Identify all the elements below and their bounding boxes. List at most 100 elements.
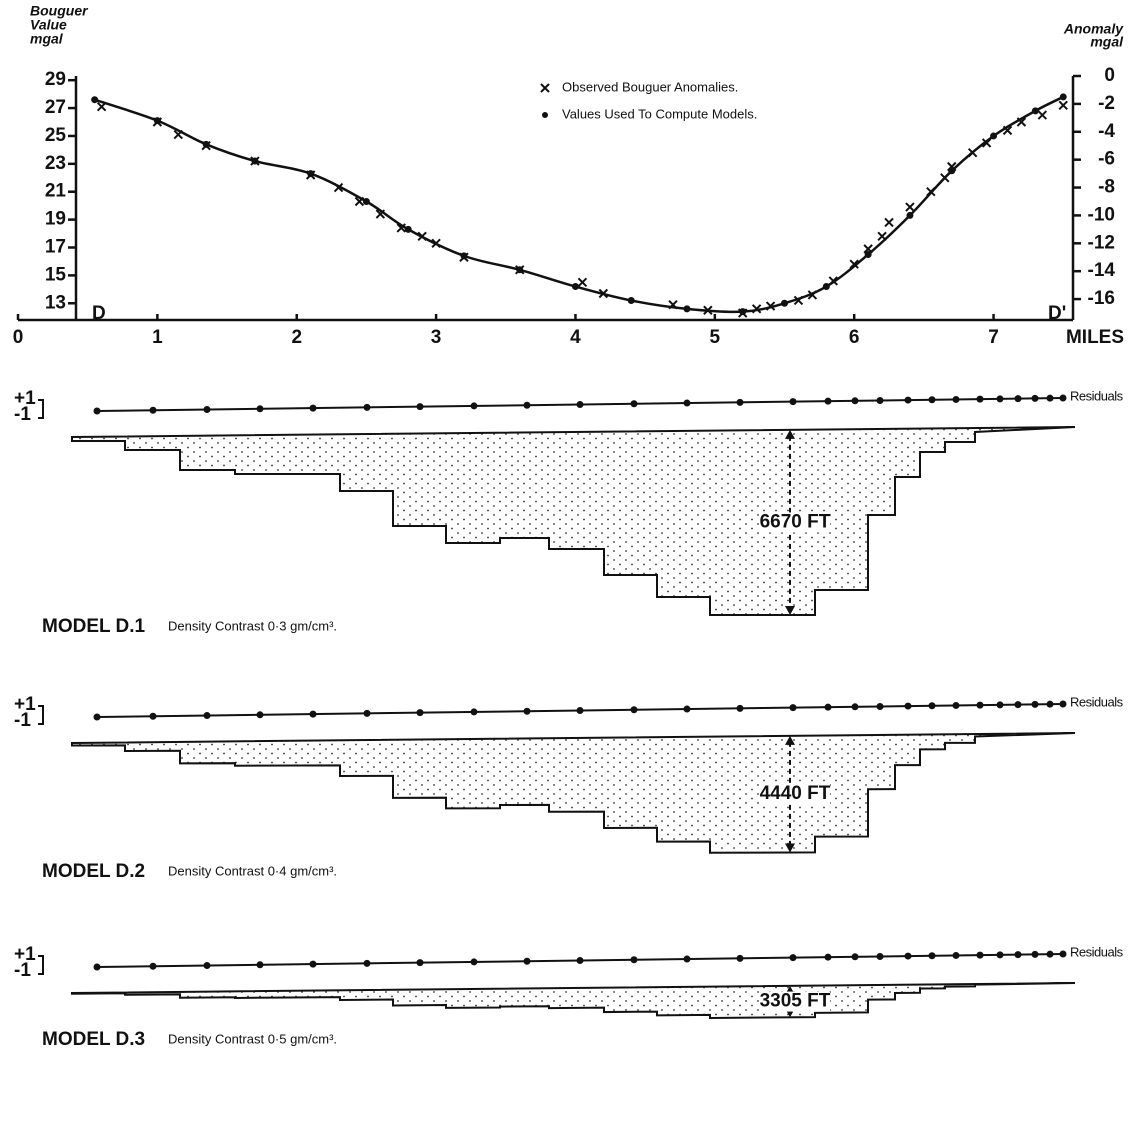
legend-label: Observed Bouguer Anomalies. [562, 79, 738, 94]
residual-point [93, 713, 101, 721]
model-point [362, 197, 370, 205]
y2-tick-label: -16 [1088, 288, 1115, 309]
x-tick-label: 3 [431, 327, 442, 348]
residual-point [1059, 700, 1067, 708]
model-title: MODEL D.1 [42, 616, 146, 637]
profile-end: D' [1048, 303, 1066, 324]
residual-point [256, 961, 264, 969]
residual-point [363, 709, 371, 717]
y-tick-label: 13 [45, 292, 66, 313]
y-tick-label: 21 [45, 181, 67, 202]
model-point [948, 167, 956, 175]
residual-point [876, 952, 884, 960]
observed-point [1058, 100, 1068, 110]
depth-label: 4440 FT [760, 783, 831, 804]
residual-point [996, 701, 1004, 709]
residual-point [928, 702, 936, 710]
legend-marker [540, 83, 550, 93]
observed-point [577, 277, 588, 288]
model-title: MODEL D.2 [42, 861, 145, 882]
model-point [822, 283, 830, 291]
model-title: MODEL D.3 [42, 1029, 145, 1050]
y2-tick-label: -2 [1098, 93, 1115, 114]
model-point [990, 132, 998, 140]
residual-point [904, 952, 912, 960]
residual-point [203, 406, 211, 414]
residual-point [683, 705, 691, 713]
residual-tick: +1 [14, 694, 36, 715]
residual-point [523, 957, 531, 965]
residual-point [928, 396, 936, 404]
residual-point [1046, 394, 1054, 402]
residual-point [976, 395, 984, 403]
y2-axis-label: mgal [1090, 34, 1124, 50]
residual-point [630, 400, 638, 408]
residuals-label: Residuals [1070, 694, 1124, 709]
model-point [1031, 107, 1039, 115]
residual-point [149, 406, 157, 414]
y2-tick-label: -12 [1088, 232, 1115, 253]
depth-label-bg [762, 784, 830, 805]
y-tick-label: 23 [45, 153, 66, 174]
residual-tick: +1 [14, 388, 36, 409]
residual-point [576, 707, 584, 714]
residual-tick: -1 [14, 404, 31, 425]
y-tick-label: 17 [45, 237, 66, 258]
x-tick-label: 7 [988, 327, 999, 348]
residual-point [736, 704, 744, 712]
model-point [864, 250, 872, 258]
residual-point [736, 954, 744, 962]
model-point [153, 117, 161, 125]
x-tick-label: 4 [570, 327, 581, 348]
residual-tick: +1 [14, 944, 36, 965]
model-body [71, 982, 1076, 1019]
residual-point [789, 954, 797, 962]
model-point [627, 296, 635, 304]
residual-point [576, 401, 584, 408]
residual-point [1031, 700, 1039, 708]
observed-point [905, 202, 915, 212]
depth-label-bg [762, 512, 830, 533]
y2-tick-label: -8 [1098, 177, 1115, 198]
model-point [1059, 93, 1067, 101]
residual-bracket [38, 955, 44, 975]
x-axis-label: MILES [1066, 327, 1124, 348]
residual-point [523, 401, 531, 409]
model-point [683, 305, 691, 313]
residual-point [736, 398, 744, 406]
y-axis-label: mgal [30, 31, 64, 47]
model-point [906, 211, 914, 219]
residual-point [952, 951, 960, 959]
legend-marker [542, 112, 548, 118]
residual-point [928, 952, 936, 960]
residual-point [309, 404, 317, 412]
model-point [460, 252, 468, 260]
model-panel: Residuals +1-1 4440 FT MODEL D.2 Density Con… [14, 694, 1124, 882]
model-point [516, 266, 524, 274]
model-point [307, 170, 315, 178]
model-body [71, 732, 1076, 854]
residual-point [976, 701, 984, 709]
residual-point [1014, 951, 1022, 959]
y2-tick-label: -6 [1098, 149, 1115, 170]
residual-point [309, 710, 317, 718]
residual-bracket [38, 705, 44, 725]
y2-tick-label: -4 [1098, 121, 1115, 142]
residual-point [630, 706, 638, 714]
y-tick-label: 27 [45, 97, 66, 118]
y-axis-label: Bouguer [30, 3, 89, 19]
y-axis-label: Value [30, 17, 67, 33]
residual-point [876, 702, 884, 710]
depth-label-bg [762, 991, 830, 1012]
y2-tick-label: 0 [1104, 65, 1115, 86]
y-tick-label: 25 [45, 125, 67, 146]
residual-point [416, 959, 424, 967]
residual-point [630, 956, 638, 964]
residual-point [824, 703, 832, 711]
x-tick-label: 2 [291, 327, 302, 348]
model-panel: Residuals +1-1 6670 FT MODEL D.1 Density Con… [14, 388, 1124, 637]
residual-point [952, 701, 960, 709]
residual-point [203, 712, 211, 720]
